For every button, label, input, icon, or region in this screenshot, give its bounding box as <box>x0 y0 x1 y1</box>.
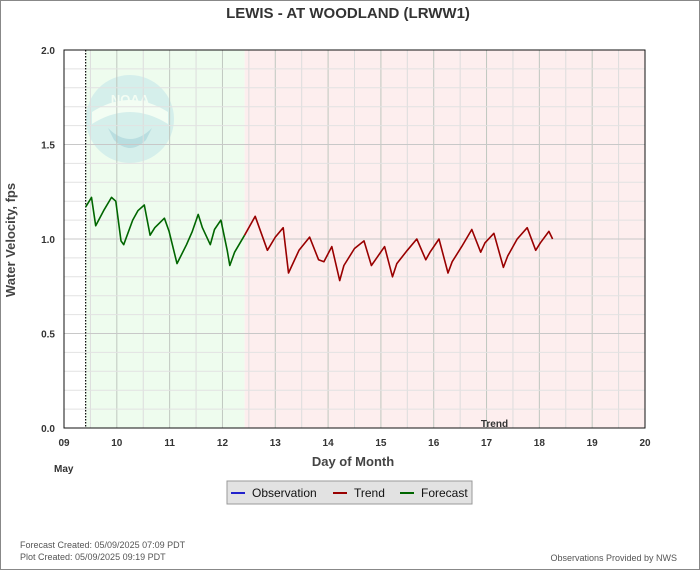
legend-label-observation: Observation <box>252 486 317 500</box>
legend-item-forecast: Forecast <box>400 486 468 500</box>
y-tick-labels: 0.0 0.5 1.0 1.5 2.0 <box>41 46 55 435</box>
legend-label-forecast: Forecast <box>421 486 468 500</box>
x-tick-label: 14 <box>323 438 335 449</box>
legend-label-trend: Trend <box>354 486 385 500</box>
plot-area: NOAA Trend <box>63 49 646 430</box>
x-tick-label: 11 <box>164 438 175 449</box>
x-tick-label: 10 <box>111 438 123 449</box>
y-tick-label: 0.0 <box>41 424 55 435</box>
x-tick-label: 13 <box>270 438 282 449</box>
x-tick-label: 19 <box>587 438 599 449</box>
noaa-logo-circle <box>86 75 174 163</box>
x-tick-label: 15 <box>375 438 387 449</box>
x-axis-label: Day of Month <box>312 454 394 469</box>
noaa-logo: NOAA <box>86 75 174 163</box>
legend-item-trend: Trend <box>333 486 385 500</box>
y-tick-label: 2.0 <box>41 46 55 57</box>
series-line-forecast <box>85 196 246 267</box>
month-label: May <box>54 464 74 475</box>
x-tick-label: 20 <box>639 438 651 449</box>
noaa-logo-gull <box>108 128 152 148</box>
trend-region-label: Trend <box>481 419 508 430</box>
y-tick-label: 1.0 <box>41 235 55 246</box>
series-lines <box>85 196 554 282</box>
x-tick-label: 12 <box>217 438 229 449</box>
legend-item-observation: Observation <box>231 486 317 500</box>
y-tick-label: 1.5 <box>41 141 55 152</box>
credit-text: Observations Provided by NWS <box>550 553 677 563</box>
x-tick-labels: 09 10 11 12 13 14 15 16 17 18 19 20 <box>58 438 651 449</box>
legend: Observation Trend Forecast <box>226 480 473 505</box>
chart-title: LEWIS - AT WOODLAND (LRWW1) <box>226 5 470 22</box>
noaa-logo-text: NOAA <box>111 92 150 107</box>
x-tick-label: 16 <box>428 438 440 449</box>
legend-box <box>226 480 473 505</box>
x-tick-label: 17 <box>481 438 493 449</box>
plot-created-text: Plot Created: 05/09/2025 09:19 PDT <box>20 552 166 562</box>
x-tick-label: 18 <box>534 438 546 449</box>
forecast-created-text: Forecast Created: 05/09/2025 07:09 PDT <box>20 540 186 550</box>
y-tick-label: 0.5 <box>41 330 55 341</box>
noaa-logo-wave <box>92 100 168 124</box>
x-tick-label: 09 <box>58 438 70 449</box>
plot-border <box>63 49 646 429</box>
y-axis-label: Water Velocity, fps <box>3 183 18 297</box>
y-gridlines <box>64 68 645 410</box>
series-line-trend <box>243 215 554 282</box>
